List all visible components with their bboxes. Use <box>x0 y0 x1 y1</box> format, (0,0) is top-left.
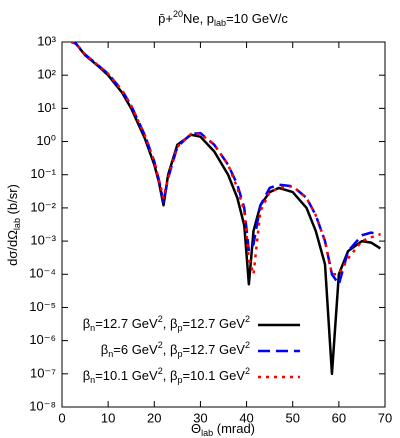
legend-label: βn=6 GeV2, βp=12.7 GeV2 <box>101 340 250 359</box>
y-tick-label: 10⁻³ <box>30 233 56 248</box>
text-part: (b/sr) <box>5 184 20 218</box>
y-tick-label: 10⁰ <box>36 133 56 148</box>
text-part: 20 <box>173 9 183 19</box>
text-part: 2 <box>158 340 163 350</box>
text-part: =10.1 GeV <box>95 368 158 383</box>
text-part: 2 <box>245 314 250 324</box>
text-part: =6 GeV <box>113 342 158 357</box>
text-part: =10 GeV/c <box>226 11 288 26</box>
y-tick-label: 10⁻⁷ <box>30 365 56 380</box>
text-part: n <box>108 349 113 359</box>
text-part: , β <box>163 316 178 331</box>
text-part: p <box>177 323 182 333</box>
x-tick-label: 20 <box>147 410 161 425</box>
text-part: (mrad) <box>213 421 255 436</box>
legend-label: βn=12.7 GeV2, βp=12.7 GeV2 <box>83 314 250 333</box>
text-part: =12.7 GeV <box>95 316 158 331</box>
x-tick-label: 10 <box>101 410 115 425</box>
text-part: =10.1 GeV <box>182 368 245 383</box>
text-part: lab <box>12 218 22 230</box>
text-part: , β <box>163 342 178 357</box>
text-part: 2 <box>245 340 250 350</box>
text-part: 2 <box>158 314 163 324</box>
text-part: n <box>90 323 95 333</box>
y-tick-label: 10⁻⁴ <box>29 266 56 281</box>
plot-area <box>70 42 382 376</box>
chart-title: p̄+20Ne, plab=10 GeV/c <box>158 9 288 28</box>
text-part: dσ/dΩ <box>5 230 20 266</box>
x-tick-label: 70 <box>378 410 392 425</box>
y-axis-label: dσ/dΩlab (b/sr) <box>5 184 22 266</box>
text-part: β <box>101 342 108 357</box>
text-part: n <box>90 375 95 385</box>
y-tick-label: 10⁻⁶ <box>29 332 56 347</box>
y-tick-label: 10⁻¹ <box>30 166 56 181</box>
plot-frame <box>61 41 386 408</box>
y-tick-label: 10⁻⁸ <box>29 398 56 413</box>
y-tick-label: 10¹ <box>37 100 56 115</box>
x-axis-label: Θlab (mrad) <box>191 421 255 438</box>
series-line <box>70 42 381 286</box>
text-part: β <box>83 316 90 331</box>
text-part: =12.7 GeV <box>182 342 245 357</box>
text-part: p <box>177 349 182 359</box>
text-part: =12.7 GeV <box>182 316 245 331</box>
y-tick-label: 10² <box>37 67 56 82</box>
text-part: lab <box>214 18 226 28</box>
text-part: p̄+ <box>158 11 173 26</box>
series-line <box>70 42 381 276</box>
x-tick-label: 30 <box>193 410 207 425</box>
text-part: 2 <box>158 366 163 376</box>
text-part: 2 <box>245 366 250 376</box>
y-tick-label: 10³ <box>37 33 56 48</box>
x-tick-label: 60 <box>332 410 346 425</box>
x-tick-label: 0 <box>58 410 65 425</box>
x-tick-label: 50 <box>285 410 299 425</box>
x-tick-label: 40 <box>239 410 253 425</box>
text-part: Θ <box>191 421 201 436</box>
text-part: p <box>177 375 182 385</box>
y-tick-label: 10⁻⁵ <box>29 299 56 314</box>
text-part: lab <box>201 428 213 438</box>
text-part: β <box>83 368 90 383</box>
text-part: Ne, p <box>183 11 214 26</box>
text-part: , β <box>163 368 178 383</box>
y-tick-label: 10⁻² <box>30 199 56 214</box>
legend-label: βn=10.1 GeV2, βp=10.1 GeV2 <box>83 366 250 385</box>
